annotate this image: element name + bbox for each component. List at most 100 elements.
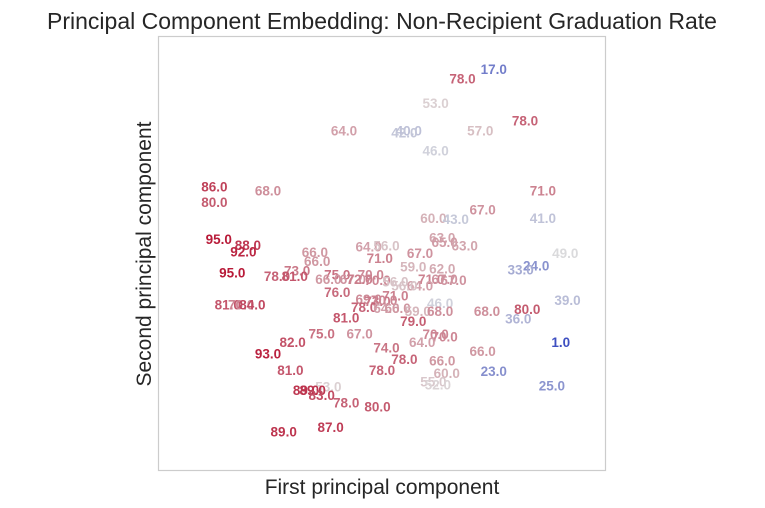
point-label: 64.0 bbox=[409, 335, 435, 350]
point-label: 71.0 bbox=[418, 272, 444, 287]
point-label: 53.0 bbox=[422, 96, 448, 111]
point-label: 49.0 bbox=[552, 246, 578, 261]
point-label: 46.0 bbox=[422, 144, 448, 159]
point-label: 67.0 bbox=[469, 203, 495, 218]
point-label: 53.0 bbox=[315, 379, 341, 394]
point-label: 66.0 bbox=[384, 301, 410, 316]
point-label: 24.0 bbox=[523, 259, 549, 274]
point-label: 78.0 bbox=[449, 72, 475, 87]
point-label: 66.0 bbox=[469, 344, 495, 359]
point-label: 67.0 bbox=[346, 326, 372, 341]
point-label: 67.0 bbox=[431, 272, 457, 287]
point-label: 79.0 bbox=[400, 314, 426, 329]
point-label: 68.0 bbox=[427, 304, 453, 319]
point-label: 70.0 bbox=[422, 327, 448, 342]
point-label: 36.0 bbox=[505, 312, 531, 327]
y-axis-label: Second principal component bbox=[133, 121, 156, 386]
point-label: 89.0 bbox=[271, 424, 297, 439]
x-axis-label: First principal component bbox=[265, 476, 500, 499]
point-label: 40.0 bbox=[396, 124, 422, 139]
point-label: 60.0 bbox=[434, 366, 460, 381]
point-label: 63.0 bbox=[452, 238, 478, 253]
point-label: 87.0 bbox=[317, 420, 343, 435]
point-label: 72.0 bbox=[346, 272, 372, 287]
point-label: 92.0 bbox=[230, 244, 256, 259]
point-label: 93.0 bbox=[255, 346, 281, 361]
point-label: 66.0 bbox=[315, 272, 341, 287]
point-label: 56.0 bbox=[382, 275, 408, 290]
point-label: 71.0 bbox=[367, 251, 393, 266]
point-label: 75.0 bbox=[324, 267, 350, 282]
point-label: 56.0 bbox=[391, 279, 417, 294]
point-label: 52.0 bbox=[425, 378, 451, 393]
point-label: 78.0 bbox=[369, 363, 395, 378]
point-label: 80.0 bbox=[514, 302, 540, 317]
point-label: 81.0 bbox=[333, 311, 359, 326]
point-label: 95.0 bbox=[219, 266, 245, 281]
point-label: 80.0 bbox=[364, 399, 390, 414]
point-label: 62.0 bbox=[429, 262, 455, 277]
point-label: 89.0 bbox=[300, 383, 326, 398]
point-label: 80.0 bbox=[201, 195, 227, 210]
point-label: 64.0 bbox=[355, 240, 381, 255]
point-label: 70.0 bbox=[364, 273, 390, 288]
point-label: 42.0 bbox=[391, 125, 417, 140]
point-label: 71.0 bbox=[382, 289, 408, 304]
point-label: 57.0 bbox=[467, 124, 493, 139]
point-label: 25.0 bbox=[539, 378, 565, 393]
point-label: 88.0 bbox=[235, 238, 261, 253]
point-label: 17.0 bbox=[481, 62, 507, 77]
point-label: 86.0 bbox=[201, 180, 227, 195]
point-label: 78.0 bbox=[333, 395, 359, 410]
point-label: 64.0 bbox=[331, 124, 357, 139]
point-label: 60.0 bbox=[420, 211, 446, 226]
point-label: 66.0 bbox=[429, 354, 455, 369]
point-label: 41.0 bbox=[530, 211, 556, 226]
point-label: 64.0 bbox=[373, 301, 399, 316]
point-label: 75.0 bbox=[309, 326, 335, 341]
point-label: 63.0 bbox=[429, 230, 455, 245]
point-label: 46.0 bbox=[427, 296, 453, 311]
point-label: 66.0 bbox=[302, 245, 328, 260]
point-label: 83.0 bbox=[309, 388, 335, 403]
point-label: 81.0 bbox=[282, 269, 308, 284]
point-label: 82.0 bbox=[279, 335, 305, 350]
point-label: 39.0 bbox=[554, 293, 580, 308]
point-label: 71.0 bbox=[530, 184, 556, 199]
point-label: 67.0 bbox=[340, 272, 366, 287]
point-label: 70.0 bbox=[371, 293, 397, 308]
point-label: 56.0 bbox=[373, 239, 399, 254]
plot-area bbox=[157, 35, 607, 472]
point-label: 74.0 bbox=[373, 341, 399, 356]
point-label: 64.0 bbox=[407, 279, 433, 294]
point-label: 78.0 bbox=[512, 113, 538, 128]
point-label: 59.0 bbox=[405, 304, 431, 319]
point-label: 70.0 bbox=[431, 329, 457, 344]
point-label: 68.0 bbox=[255, 184, 281, 199]
point-label: 67.0 bbox=[407, 246, 433, 261]
point-label: 55.0 bbox=[420, 375, 446, 390]
point-label: 69.0 bbox=[355, 292, 381, 307]
point-label: 81.0 bbox=[277, 363, 303, 378]
point-label: 65.0 bbox=[431, 235, 457, 250]
data-labels: 17.078.053.078.064.0 40.042.0 57.046.086.0… bbox=[201, 62, 580, 439]
point-label: 70.0 bbox=[358, 267, 384, 282]
point-label: 33.0 bbox=[507, 263, 533, 278]
point-label: 73.0 bbox=[364, 294, 390, 309]
point-label: 66.0 bbox=[304, 254, 330, 269]
point-label: 95.0 bbox=[206, 232, 232, 247]
point-label: 67.0 bbox=[440, 273, 466, 288]
chart-title: Principal Component Embedding: Non-Recip… bbox=[47, 8, 717, 34]
point-label: 84.0 bbox=[239, 298, 265, 313]
point-label: 78.0 bbox=[264, 269, 290, 284]
point-label: 78.0 bbox=[391, 352, 417, 367]
point-label: 59.0 bbox=[400, 260, 426, 275]
point-label: 73.0 bbox=[284, 263, 310, 278]
point-label: 70.0 bbox=[228, 298, 254, 313]
point-label: 81.0 bbox=[215, 298, 241, 313]
point-label: 89.0 bbox=[293, 383, 319, 398]
point-label: 78.0 bbox=[351, 300, 377, 315]
point-label: 1.0 bbox=[551, 335, 570, 350]
point-label: 68.0 bbox=[474, 304, 500, 319]
